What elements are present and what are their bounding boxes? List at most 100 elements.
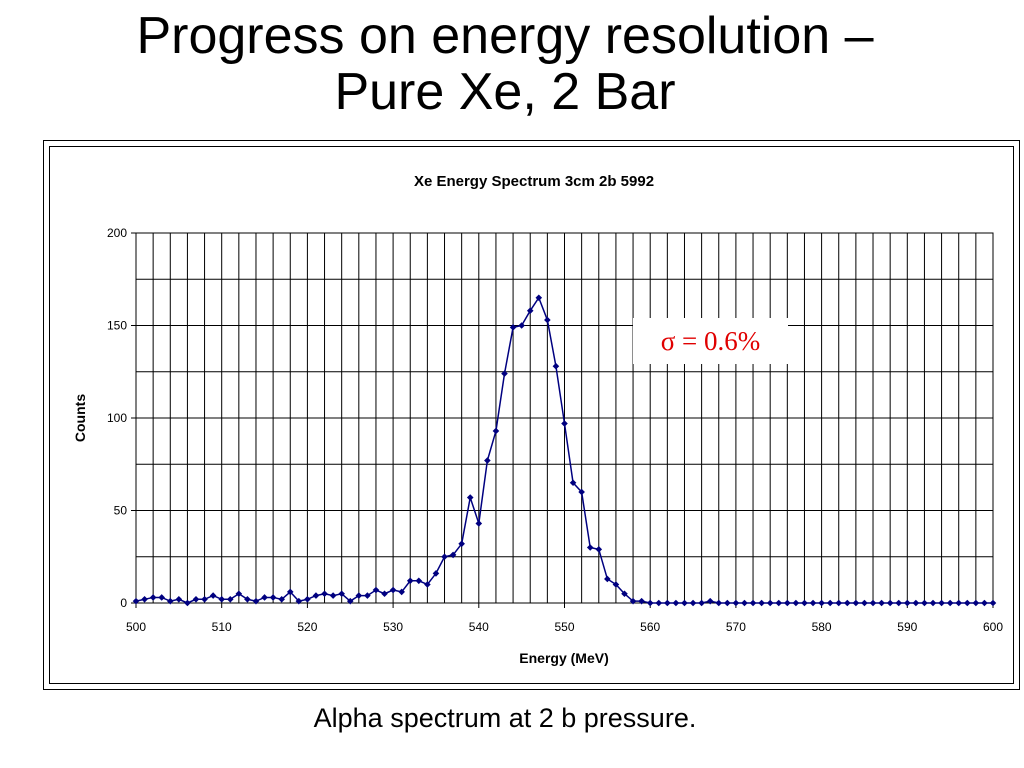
data-point [886,599,894,607]
x-tick-label: 550 [554,620,574,634]
data-point [406,577,414,585]
data-point [544,316,551,324]
x-tick-label: 510 [212,620,232,634]
data-point [938,599,945,607]
data-point [689,599,697,607]
data-point [552,362,560,370]
data-point [792,599,800,607]
y-tick-label: 0 [120,596,127,610]
data-point [963,599,971,607]
data-point [346,597,354,605]
x-tick-label: 540 [469,620,489,634]
y-tick-label: 50 [114,504,128,518]
data-point [458,540,465,548]
data-point [321,590,328,598]
data-point [569,479,577,487]
data-point [449,551,457,559]
data-point [141,596,148,603]
x-tick-label: 600 [983,620,1003,634]
data-point [586,544,594,551]
grid-lines [136,233,993,603]
data-point [158,594,166,601]
data-point [706,597,714,605]
data-point [329,592,337,599]
x-axis-title: Energy (MeV) [519,650,608,666]
data-point [595,546,603,553]
data-point [955,599,963,607]
data-point [604,575,611,583]
x-tick-label: 560 [640,620,660,634]
data-point [501,370,508,377]
data-point [929,599,937,607]
data-point [801,599,808,607]
data-point [826,599,834,607]
data-point [869,599,877,607]
data-point [415,577,423,585]
data-point [295,597,303,605]
data-point [972,599,980,607]
data-point [715,599,723,607]
data-point [612,581,620,588]
data-point [192,596,200,603]
data-point [835,599,843,607]
x-tick-label: 520 [297,620,317,634]
energy-spectrum-chart: Xe Energy Spectrum 3cm 2b 5992 500 510 520… [72,173,1003,666]
chart-frame: Xe Energy Spectrum 3cm 2b 5992 500 510 520… [43,140,1020,690]
data-point [398,588,405,596]
data-point [432,570,440,577]
slide-title: Progress on energy resolution – Pure Xe,… [0,8,1010,120]
data-point [758,599,765,607]
slide-caption: Alpha spectrum at 2 b pressure. [313,703,697,733]
y-tick-label: 200 [107,226,127,240]
data-point [621,590,628,598]
data-point [904,599,911,607]
data-point [261,594,268,601]
chart-plot-border [49,146,1014,684]
data-point [304,596,311,603]
data-point [578,488,585,496]
data-point [484,457,491,464]
chart-title: Xe Energy Spectrum 3cm 2b 5992 [414,173,654,190]
data-point [149,594,157,601]
y-tick-label: 100 [107,411,127,425]
data-point [844,599,851,607]
data-point [775,599,783,607]
data-point [681,599,688,607]
y-tick-label: 150 [107,319,127,333]
data-point [226,596,234,603]
data-point [218,596,225,603]
data-point [518,322,525,329]
data-point [509,324,517,331]
slide-title-line-1: Progress on energy resolution – [136,7,874,65]
data-point [475,520,483,527]
data-point [175,596,183,603]
y-axis-title: Counts [72,394,88,442]
data-point [784,599,791,607]
x-tick-label: 570 [726,620,746,634]
data-point [381,590,388,598]
data-point [698,599,705,607]
data-point [209,592,217,599]
data-point [749,599,757,607]
data-point [278,596,285,603]
data-point [355,592,363,599]
data-point [312,592,320,599]
data-point [364,592,371,599]
tick-labels: 500 510 520 530 540 550 560 570 580 590 600 0 50 100 1… [107,226,1003,634]
data-point [655,599,663,607]
data-point [244,596,251,603]
data-point [878,599,885,607]
data-point [852,599,860,607]
data-point [492,427,500,435]
x-tick-label: 590 [897,620,917,634]
data-point [672,599,680,607]
x-tick-label: 530 [383,620,403,634]
data-point [201,596,208,603]
data-point [132,597,140,605]
x-tick-label: 580 [812,620,832,634]
x-tick-label: 500 [126,620,146,634]
data-point [895,599,903,607]
data-point [921,599,928,607]
data-point [466,494,474,501]
data-point [766,599,774,607]
